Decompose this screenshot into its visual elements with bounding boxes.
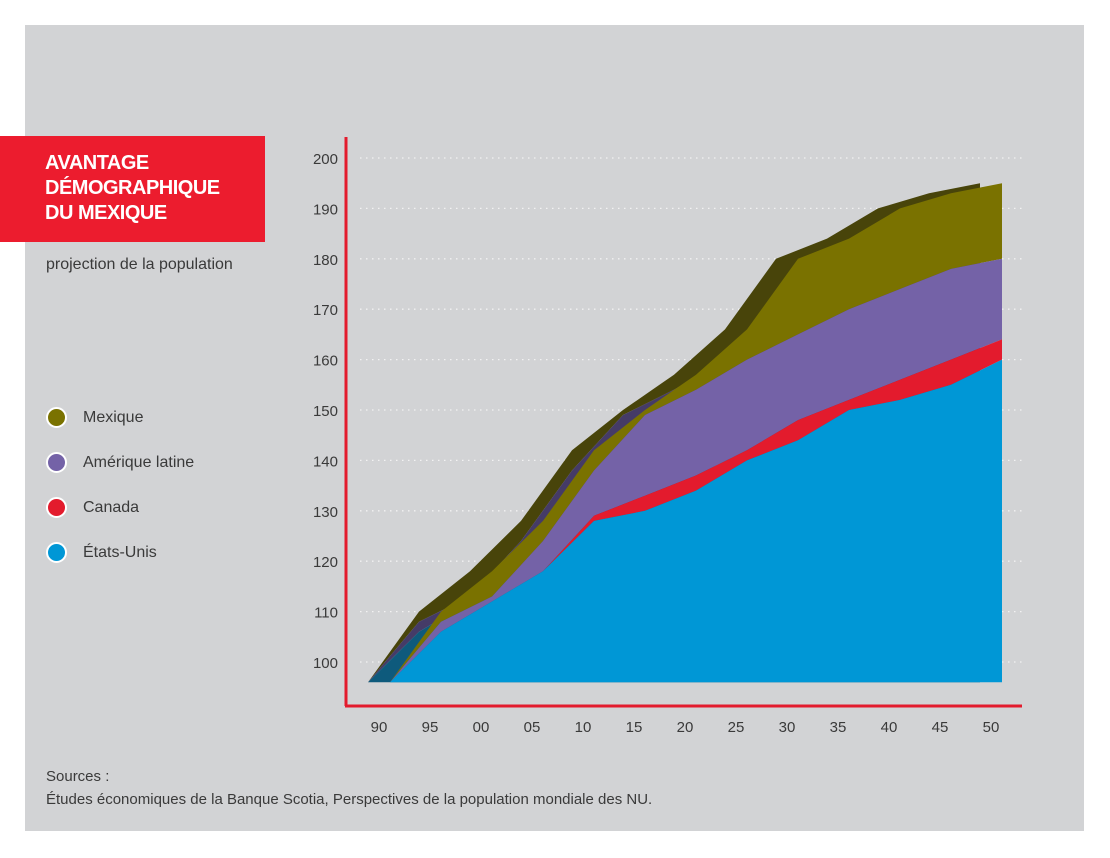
y-tick-label: 120 [313,554,338,571]
title-line-1: AVANTAGE [45,152,149,174]
y-tick-labels: 100 110 120 130 140 150 160 170 180 190 200 [313,151,338,672]
x-tick-label: 45 [932,719,949,736]
x-tick-label: 30 [779,719,796,736]
x-tick-labels: 90 95 00 05 10 15 20 25 30 35 40 45 50 [371,719,1000,736]
y-tick-label: 130 [313,504,338,521]
x-tick-label: 20 [677,719,694,736]
x-tick-label: 90 [371,719,388,736]
area-canada [390,339,1002,683]
legend-swatch-etats-unis [46,542,67,563]
x-tick-label: 95 [422,719,439,736]
x-tick-label: 25 [728,719,745,736]
axes [344,137,1022,708]
sources-label: Sources : [46,768,110,785]
y-tick-label: 110 [314,605,338,622]
legend-swatch-mexique [46,407,67,428]
chart-title: AVANTAGE DÉMOGRAPHIQUE DU MEXIQUE [45,151,260,226]
legend-label: États-Unis [83,543,157,561]
area-mexique [390,183,1002,683]
x-tick-label: 50 [983,719,1000,736]
legend-item-canada: Canada [46,485,194,530]
area-layers [368,183,1002,683]
y-tick-label: 200 [313,151,338,168]
x-tick-label: 15 [626,719,643,736]
y-tick-label: 140 [313,453,338,470]
legend-label: Mexique [83,408,144,426]
y-tick-label: 150 [313,403,338,420]
title-line-2: DÉMOGRAPHIQUE [45,177,220,199]
chart-subtitle: projection de la population [46,256,233,273]
legend-swatch-canada [46,497,67,518]
y-tick-label: 160 [313,353,338,370]
y-tick-label: 190 [313,201,338,218]
y-tick-label: 180 [313,252,338,269]
legend: Mexique Amérique latine Canada États-Uni… [46,395,194,575]
legend-item-etats-unis: États-Unis [46,530,194,575]
sources-text: Études économiques de la Banque Scotia, … [46,791,653,808]
legend-item-mexique: Mexique [46,395,194,440]
legend-label: Canada [83,498,140,516]
area-etats-unis [390,359,1002,683]
title-banner [0,136,265,242]
x-tick-label: 05 [524,719,541,736]
y-tick-label: 170 [313,302,338,319]
y-tick-label: 100 [313,655,338,672]
x-tick-label: 00 [473,719,490,736]
sources: Sources : Études économiques de la Banqu… [46,765,652,811]
legend-label: Amérique latine [83,453,195,471]
x-tick-label: 10 [575,719,592,736]
title-line-3: DU MEXIQUE [45,202,167,224]
x-tick-label: 40 [881,719,898,736]
x-tick-label: 35 [830,719,847,736]
area-amerique-latine [390,258,1002,683]
legend-item-amerique-latine: Amérique latine [46,440,194,485]
legend-swatch-amerique-latine [46,452,67,473]
